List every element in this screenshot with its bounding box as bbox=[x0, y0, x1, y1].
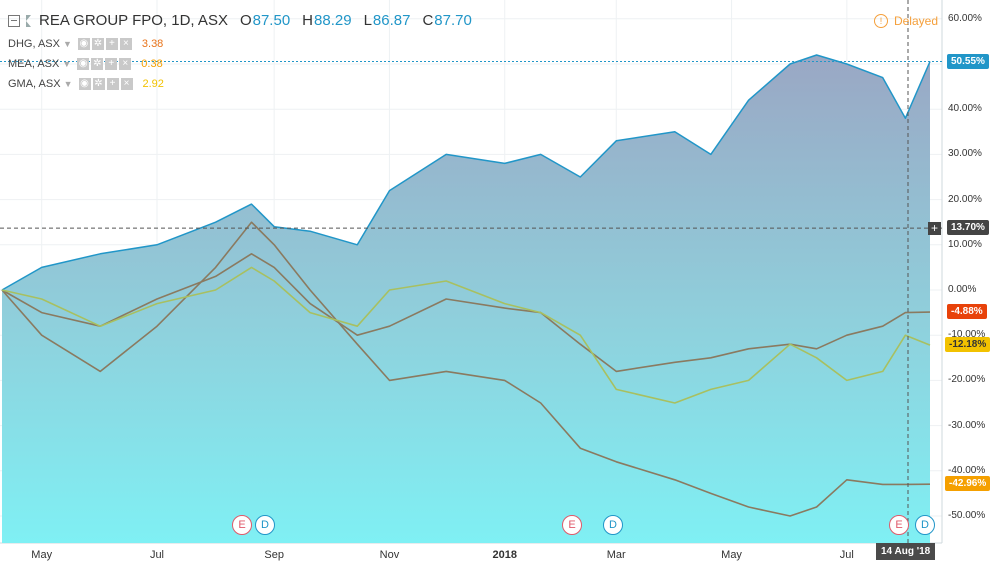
series-line bbox=[1, 266, 931, 404]
chevron-down-icon[interactable]: ▼ bbox=[63, 79, 73, 89]
ohlc-close-key: C bbox=[422, 12, 434, 29]
x-tick-label: May bbox=[721, 549, 742, 561]
chevron-down-icon[interactable]: ▼ bbox=[62, 39, 72, 49]
close-icon[interactable]: × bbox=[119, 38, 132, 50]
series-area-rea bbox=[2, 55, 930, 543]
ohlc-high-key: H bbox=[302, 12, 314, 29]
legend-value: 3.38 bbox=[141, 38, 164, 50]
legend-label: GMA, ASX bbox=[8, 78, 61, 90]
add-icon[interactable]: + bbox=[106, 78, 119, 90]
dividend-marker[interactable]: D bbox=[603, 515, 623, 535]
gear-icon[interactable]: ✲ bbox=[91, 38, 104, 50]
warning-icon: ! bbox=[873, 14, 888, 28]
earnings-marker[interactable]: E bbox=[562, 515, 582, 535]
legend-item-mea[interactable]: MEA, ASX ▼ ◉ ✲ + × 0.38 bbox=[8, 58, 163, 70]
chevron-down-icon[interactable]: ▼ bbox=[62, 59, 72, 69]
gear-icon[interactable]: ✲ bbox=[91, 58, 104, 70]
gear-icon[interactable]: ✲ bbox=[92, 78, 105, 90]
y-tick-label: -10.00% bbox=[948, 329, 986, 341]
series-line bbox=[1, 253, 931, 373]
y-tick-label: 40.00% bbox=[948, 103, 982, 115]
add-icon[interactable]: + bbox=[105, 38, 118, 50]
x-tick-label: Mar bbox=[606, 549, 626, 561]
legend-value: 2.92 bbox=[142, 78, 164, 90]
collapse-icon[interactable] bbox=[8, 14, 20, 27]
x-tick-label: Jul bbox=[149, 549, 164, 561]
close-icon[interactable]: × bbox=[119, 58, 132, 70]
ohlc-low-key: L bbox=[363, 12, 372, 29]
x-tick-label: Nov bbox=[379, 549, 400, 561]
y-tick-label: -50.00% bbox=[948, 510, 986, 521]
y-tick-label: -30.00% bbox=[948, 419, 986, 431]
delayed-label: Delayed bbox=[893, 14, 938, 28]
ohlc-high-value: 88.29 bbox=[314, 12, 352, 29]
y-tick-label: 10.00% bbox=[948, 238, 982, 250]
y-tick-label: 60.00% bbox=[948, 12, 982, 24]
eye-icon[interactable]: ◉ bbox=[77, 58, 90, 70]
x-tick-label: Sep bbox=[264, 549, 284, 561]
dividend-marker[interactable]: D bbox=[255, 515, 275, 535]
x-tick-label: May bbox=[31, 549, 53, 561]
ohlc-open-key: O bbox=[239, 12, 252, 29]
price-tag: -4.88% bbox=[947, 304, 987, 320]
y-tick-label: -40.00% bbox=[948, 464, 986, 476]
ohlc-low-value: 86.87 bbox=[372, 12, 411, 29]
ohlc-open-value: 87.50 bbox=[252, 12, 291, 29]
add-alert-icon[interactable]: + bbox=[928, 222, 941, 235]
y-tick-label: 0.00% bbox=[948, 284, 977, 295]
series-line bbox=[1, 221, 931, 517]
legend-label: MEA, ASX bbox=[8, 58, 60, 70]
lines-layer bbox=[1, 54, 931, 517]
symbol-title: REA GROUP FPO, 1D, ASX bbox=[39, 12, 228, 29]
price-tag: 50.55% bbox=[947, 53, 989, 69]
y-tick-label: -20.00% bbox=[948, 374, 986, 386]
y-tick-label: 20.00% bbox=[948, 193, 982, 205]
legend-item-gma[interactable]: GMA, ASX ▼ ◉ ✲ + × 2.92 bbox=[8, 78, 164, 90]
price-tag: 13.70% bbox=[947, 220, 989, 236]
dividend-marker[interactable]: D bbox=[915, 515, 935, 535]
earnings-marker[interactable]: E bbox=[232, 515, 252, 535]
flag-icon[interactable] bbox=[26, 14, 31, 27]
area-layer bbox=[2, 55, 930, 543]
eye-icon[interactable]: ◉ bbox=[77, 38, 90, 50]
close-icon[interactable]: × bbox=[120, 78, 133, 90]
delayed-indicator[interactable]: ! Delayed bbox=[873, 14, 938, 28]
eye-icon[interactable]: ◉ bbox=[78, 78, 91, 90]
ohlc-close-value: 87.70 bbox=[434, 12, 472, 29]
legend-label: DHG, ASX bbox=[8, 38, 60, 50]
y-tick-label: 30.00% bbox=[948, 148, 982, 160]
legend-value: 0.38 bbox=[141, 58, 163, 70]
series-line bbox=[1, 54, 931, 291]
legend-item-dhg[interactable]: DHG, ASX ▼ ◉ ✲ + × 3.38 bbox=[8, 38, 163, 50]
chart-header: REA GROUP FPO, 1D, ASX O 87.50 H 88.29 L 86… bbox=[8, 12, 472, 29]
add-icon[interactable]: + bbox=[105, 58, 118, 70]
price-tag: -42.96% bbox=[945, 476, 991, 492]
x-tick-label: 2018 bbox=[492, 549, 517, 561]
earnings-marker[interactable]: E bbox=[889, 515, 909, 535]
current-date-tag: 14 Aug '18 bbox=[876, 543, 936, 560]
price-tag: -12.18% bbox=[945, 337, 991, 353]
x-tick-label: Jul bbox=[839, 549, 854, 561]
